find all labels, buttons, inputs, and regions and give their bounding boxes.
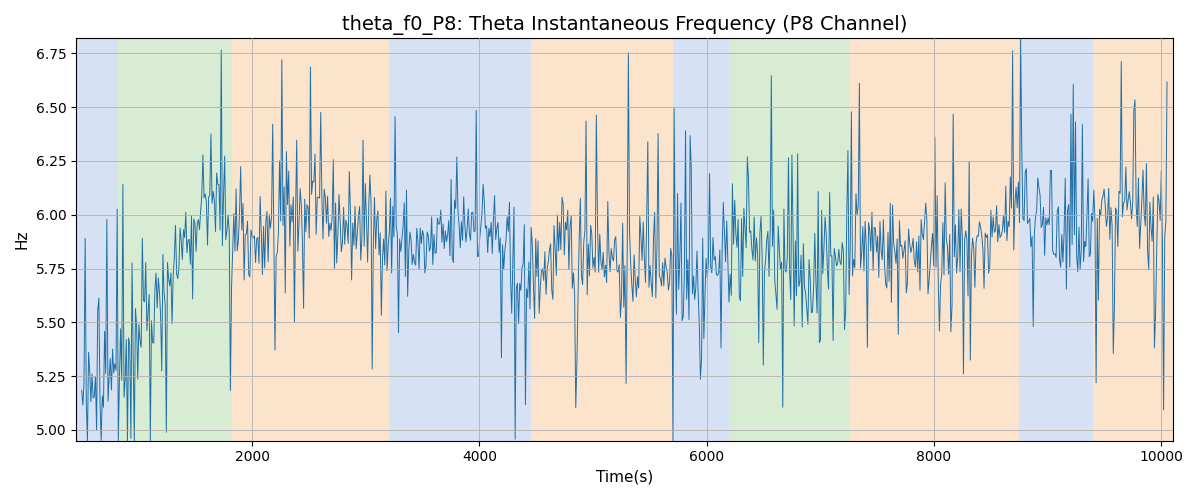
Y-axis label: Hz: Hz: [14, 230, 30, 250]
Bar: [848, 38, 1019, 440]
Title: theta_f0_P8: Theta Instantaneous Frequency (P8 Channel): theta_f0_P8: Theta Instantaneous Frequen…: [342, 15, 907, 35]
Bar: [232, 38, 389, 440]
Bar: [530, 38, 673, 440]
Bar: [1093, 38, 1172, 440]
Bar: [389, 38, 530, 440]
Bar: [730, 38, 848, 440]
Bar: [1019, 38, 1093, 440]
Bar: [673, 38, 730, 440]
Bar: [76, 38, 118, 440]
X-axis label: Time(s): Time(s): [595, 470, 653, 485]
Bar: [118, 38, 232, 440]
